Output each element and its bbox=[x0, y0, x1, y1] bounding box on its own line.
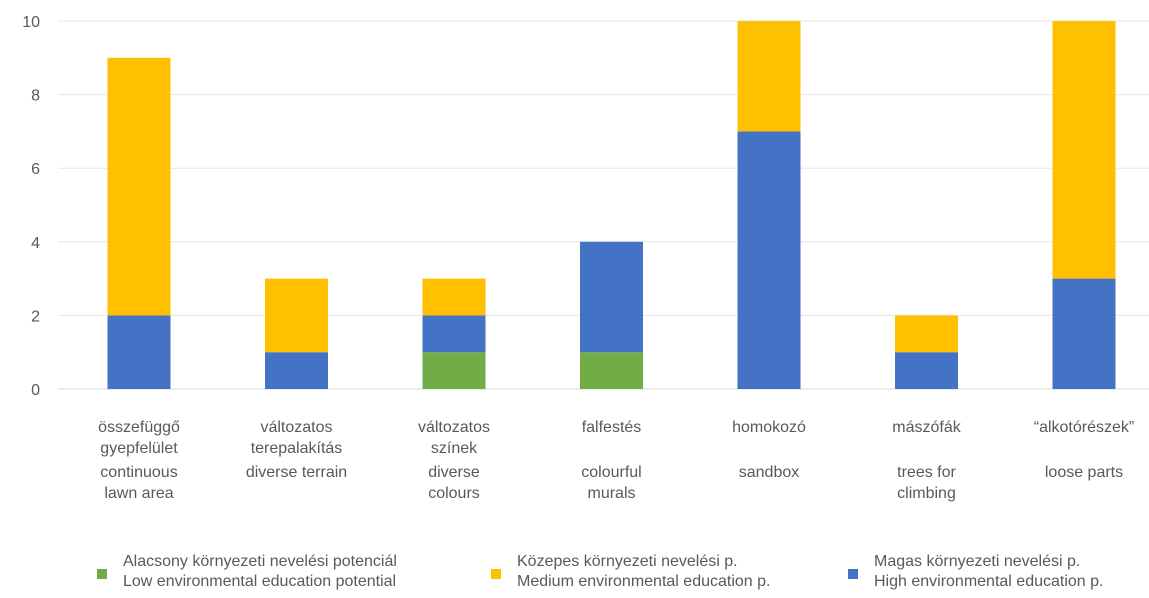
legend-swatch-low bbox=[97, 569, 107, 579]
bar-segment-low bbox=[580, 352, 643, 389]
y-tick-label: 2 bbox=[31, 308, 40, 325]
category-label-en: sandbox bbox=[739, 464, 800, 481]
category-label-en: loose parts bbox=[1045, 464, 1123, 481]
bar-segment-high bbox=[265, 352, 328, 389]
legend-item-low: Alacsony környezeti nevelési potenciál L… bbox=[97, 552, 397, 592]
category-label-hu: falfestés bbox=[582, 419, 642, 436]
category-label-hu: mászófák bbox=[892, 419, 961, 436]
bar-segment-high bbox=[737, 131, 801, 389]
legend-swatch-high bbox=[848, 569, 858, 579]
bar-segment-high bbox=[107, 315, 171, 389]
bar-segment-medium bbox=[107, 57, 171, 316]
category-label-hu: színek bbox=[431, 440, 478, 457]
bar-segment-medium bbox=[1052, 21, 1116, 279]
bar-segment-medium bbox=[422, 278, 486, 316]
bar-segment-medium bbox=[265, 278, 328, 353]
category-label-hu: változatos bbox=[260, 419, 332, 436]
y-tick-label: 4 bbox=[31, 235, 40, 252]
legend-item-high: Magas környezeti nevelési p. High enviro… bbox=[848, 552, 1103, 592]
bar-segment-medium bbox=[895, 315, 958, 353]
legend-swatch-medium bbox=[491, 569, 501, 579]
y-tick-label: 10 bbox=[22, 14, 40, 31]
bar-segment-high bbox=[580, 241, 643, 353]
category-label-hu: terepalakítás bbox=[251, 440, 343, 457]
y-tick-label: 6 bbox=[31, 161, 40, 178]
legend-label-medium-hu: Közepes környezeti nevelési p. bbox=[517, 553, 738, 570]
legend-label-high-en: High environmental education p. bbox=[874, 573, 1104, 590]
category-label-en: diverse bbox=[428, 464, 480, 481]
legend-label-low-en: Low environmental education potential bbox=[123, 573, 397, 590]
category-label-hu: gyepfelület bbox=[100, 440, 178, 457]
y-tick-label: 0 bbox=[31, 382, 40, 399]
category-label-en: diverse terrain bbox=[246, 464, 347, 481]
category-label-hu: “alkotórészek” bbox=[1034, 419, 1134, 436]
category-label-en: colourful bbox=[581, 464, 641, 481]
legend: Alacsony környezeti nevelési potenciál L… bbox=[0, 552, 1149, 598]
category-label-en: murals bbox=[587, 485, 635, 502]
bar-segment-medium bbox=[737, 21, 801, 132]
legend-item-medium: Közepes környezeti nevelési p. Medium en… bbox=[491, 552, 770, 592]
legend-label-low-hu: Alacsony környezeti nevelési potenciál bbox=[123, 553, 397, 570]
category-label-en: trees for bbox=[897, 464, 956, 481]
category-label-en: climbing bbox=[897, 485, 956, 502]
stacked-bar-chart: 0 2 4 6 8 10 összefüggő gyepfelület continuous la… bbox=[22, 14, 1149, 502]
bar-segment-high bbox=[1052, 278, 1116, 389]
category-label-en: continuous bbox=[100, 464, 177, 481]
bar-segment-high bbox=[422, 315, 486, 353]
legend-label-medium-en: Medium environmental education p. bbox=[517, 573, 771, 590]
category-label-hu: összefüggő bbox=[98, 419, 180, 436]
category-label-en: colours bbox=[428, 485, 480, 502]
legend-label-high-hu: Magas környezeti nevelési p. bbox=[874, 553, 1081, 570]
y-tick-label: 8 bbox=[31, 88, 40, 105]
bar-segment-high bbox=[895, 352, 958, 389]
category-label-hu: homokozó bbox=[732, 419, 806, 436]
category-label-en: lawn area bbox=[104, 485, 173, 502]
bar-segment-low bbox=[422, 352, 486, 389]
category-label-hu: változatos bbox=[418, 419, 490, 436]
